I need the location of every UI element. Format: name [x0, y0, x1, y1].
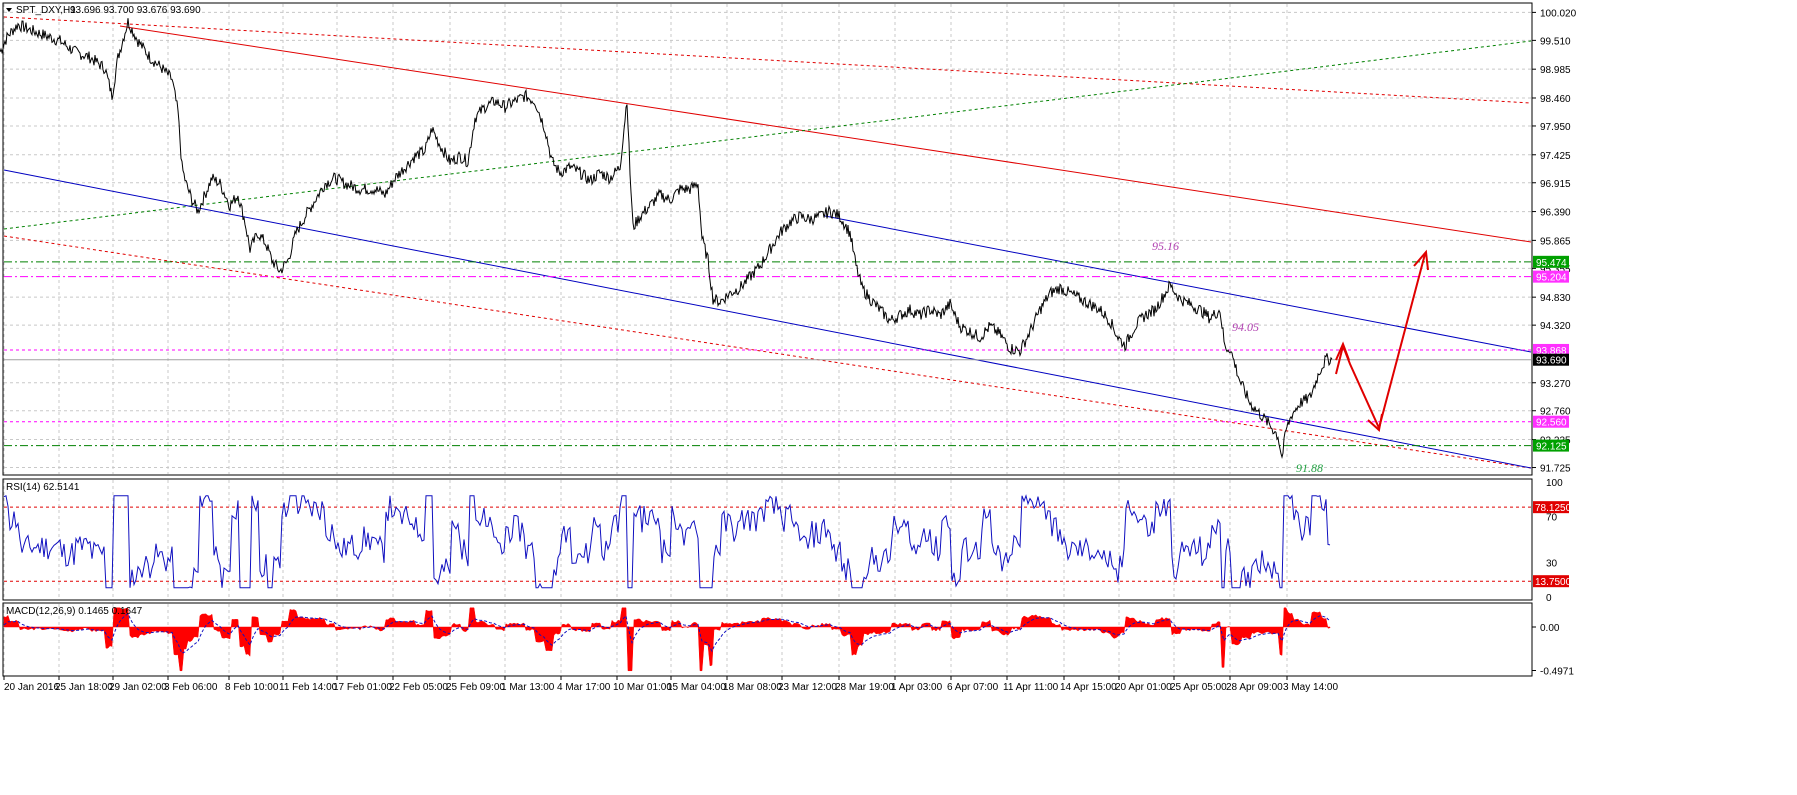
- time-tick-label: 10 Mar 01:00: [613, 682, 672, 693]
- rsi-line: [3, 494, 1331, 589]
- time-tick-label: 14 Apr 15:00: [1060, 682, 1117, 693]
- price-series: [0, 18, 1333, 460]
- ohlc-readout: 93.696 93.700 93.676 93.690: [70, 5, 201, 16]
- time-tick-label: 20 Apr 01:00: [1115, 682, 1172, 693]
- macd-label: MACD(12,26,9) 0.1465 0.1647: [6, 606, 143, 617]
- price-tag: [1533, 415, 1569, 428]
- price-tick-label: 91.725: [1540, 464, 1571, 475]
- macd-panel: [2, 602, 1533, 677]
- price-tag-label: 92.125: [1536, 442, 1567, 453]
- arrow-head-target: [1413, 249, 1429, 271]
- rsi-label: RSI(14) 62.5141: [6, 482, 80, 493]
- price-panel: [2, 2, 1533, 476]
- price-tick-label: 93.270: [1540, 379, 1571, 390]
- forecast-arrows: [1335, 249, 1429, 432]
- price-tick-label: 96.915: [1540, 179, 1571, 190]
- time-tick-label: 15 Mar 04:00: [667, 682, 726, 693]
- price-tick-label: 96.390: [1540, 208, 1571, 219]
- rsi-level-label: 78.1250: [1535, 503, 1572, 514]
- price-annotation: 94.05: [1232, 320, 1259, 334]
- price-line: [0, 18, 1333, 460]
- price-tag-label: 95.204: [1536, 273, 1567, 284]
- time-tick-label: 20 Jan 2016: [4, 682, 59, 693]
- time-tick-label: 11 Apr 11:00: [1003, 682, 1059, 693]
- red-dotted-lower-line: [3, 235, 1532, 469]
- macd-tick-label: -0.4971: [1540, 666, 1574, 677]
- macd-tick-label: 0.00: [1540, 623, 1560, 634]
- time-tick-label: 28 Apr 09:00: [1226, 682, 1283, 693]
- rsi-tick-label: 0: [1546, 593, 1552, 604]
- price-tick-label: 92.760: [1540, 407, 1571, 418]
- price-tag: [1533, 343, 1569, 356]
- rsi-tick-label: 30: [1546, 559, 1558, 570]
- price-annotation: 95.16: [1152, 239, 1179, 253]
- time-tick-label: 23 Mar 12:00: [778, 682, 837, 693]
- rsi-level-label: 13.7500: [1535, 577, 1572, 588]
- price-tick-label: 98.460: [1540, 94, 1571, 105]
- price-tag: [1533, 270, 1569, 283]
- macd-signal-line: [3, 612, 1331, 654]
- price-tick-label: 98.985: [1540, 65, 1571, 76]
- price-tick-label: 97.425: [1540, 151, 1571, 162]
- time-tick-label: 1 Apr 03:00: [891, 682, 943, 693]
- time-tick-label: 28 Mar 19:00: [835, 682, 894, 693]
- rsi-tick-label: 70: [1546, 513, 1558, 524]
- price-tag-label: 95.474: [1536, 258, 1567, 269]
- price-tick-label: 94.320: [1540, 321, 1571, 332]
- time-tick-label: 29 Jan 02:00: [109, 682, 167, 693]
- price-annotation: 91.88: [1296, 461, 1323, 475]
- price-tag: [1533, 255, 1569, 268]
- price-tick-label: 97.950: [1540, 122, 1571, 133]
- time-tick-label: 1 Mar 13:00: [501, 682, 555, 693]
- rsi-panel: [2, 478, 1533, 601]
- time-tick-label: 25 Apr 05:00: [1170, 682, 1227, 693]
- price-tick-label: 95.865: [1540, 236, 1571, 247]
- time-tick-label: 25 Jan 18:00: [55, 682, 113, 693]
- time-tick-label: 6 Apr 07:00: [947, 682, 999, 693]
- price-tick-label: 99.510: [1540, 36, 1571, 47]
- green-dotted-trend-line: [3, 40, 1532, 230]
- time-tick-label: 22 Feb 05:00: [389, 682, 448, 693]
- arrow-head-up: [1335, 341, 1350, 361]
- price-tag: [1533, 439, 1569, 452]
- blue-channel-upper-line: [824, 215, 1532, 353]
- price-tag: [1533, 353, 1569, 366]
- rsi-level-tag: [1533, 501, 1569, 514]
- collapse-triangle-icon[interactable]: [6, 8, 12, 12]
- rsi-tick-label: 100: [1546, 478, 1563, 489]
- macd-histogram: [3, 607, 1331, 672]
- time-tick-label: 17 Feb 01:00: [333, 682, 392, 693]
- time-tick-label: 25 Feb 09:00: [446, 682, 505, 693]
- price-tag-label: 93.868: [1536, 346, 1567, 357]
- trend-lines: [3, 16, 1532, 469]
- price-tick-label: 94.830: [1540, 293, 1571, 304]
- red-channel-upper-line: [119, 25, 1532, 243]
- price-tick-label: 100.020: [1540, 8, 1577, 19]
- forecast-path: [1335, 253, 1426, 431]
- red-dotted-upper-line: [3, 16, 1532, 104]
- time-tick-label: 4 Mar 17:00: [557, 682, 611, 693]
- time-tick-label: 8 Feb 10:00: [225, 682, 279, 693]
- price-tag-label: 92.560: [1536, 418, 1567, 429]
- macd-series: [3, 607, 1331, 672]
- arrow-head-down: [1367, 413, 1383, 432]
- symbol-label: SPT_DXY,H1: [16, 5, 76, 16]
- time-tick-label: 3 Feb 06:00: [164, 682, 218, 693]
- blue-channel-lower-line: [3, 169, 1532, 469]
- grid: [3, 4, 1531, 675]
- time-tick-label: 3 May 14:00: [1283, 682, 1338, 693]
- price-tag-label: 93.690: [1536, 356, 1567, 367]
- time-tick-label: 11 Feb 14:00: [279, 682, 338, 693]
- time-tick-label: 18 Mar 08:00: [723, 682, 782, 693]
- rsi-level-tag: [1533, 575, 1569, 588]
- price-tick-label: 95.355: [1540, 264, 1571, 275]
- rsi-series: [3, 494, 1531, 589]
